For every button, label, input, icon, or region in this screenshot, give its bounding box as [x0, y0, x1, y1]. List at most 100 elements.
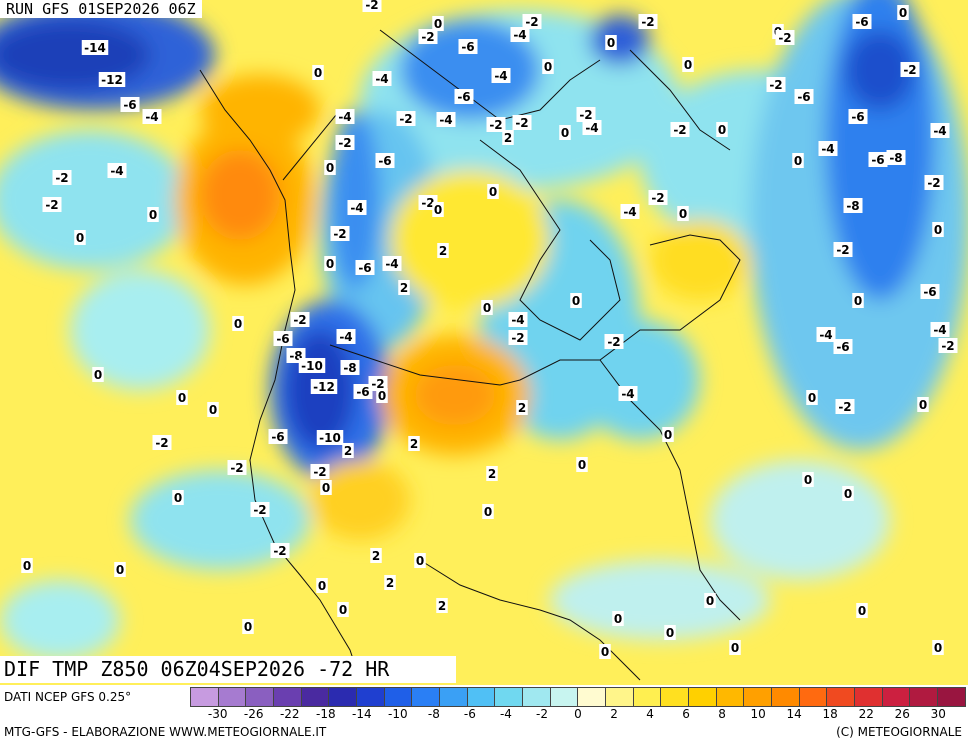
scale-swatch — [881, 687, 910, 707]
svg-text:0: 0 — [116, 563, 124, 577]
contour-label: -4 — [618, 386, 638, 401]
scale-swatch — [273, 687, 301, 707]
svg-text:0: 0 — [578, 458, 586, 472]
scale-swatch — [826, 687, 855, 707]
contour-label: -4 — [107, 163, 127, 178]
svg-text:-4: -4 — [339, 330, 352, 344]
contour-label: 0 — [312, 65, 324, 80]
svg-text:0: 0 — [684, 58, 692, 72]
contour-label: -6 — [353, 384, 373, 399]
svg-text:-2: -2 — [903, 63, 916, 77]
svg-text:-4: -4 — [494, 69, 507, 83]
svg-text:0: 0 — [483, 301, 491, 315]
scale-tick-label: -8 — [427, 707, 440, 721]
contour-label: -10 — [316, 430, 344, 445]
contour-label: -2 — [604, 334, 624, 349]
contour-label: 2 — [502, 130, 514, 145]
scale-swatch — [411, 687, 440, 707]
contour-label: 0 — [599, 644, 611, 659]
contour-label: 0 — [316, 578, 328, 593]
contour-label: -4 — [336, 329, 356, 344]
contour-label: -2 — [766, 77, 786, 92]
svg-text:-2: -2 — [511, 331, 524, 345]
contour-label: 0 — [704, 593, 716, 608]
svg-text:-4: -4 — [350, 201, 363, 215]
contour-label: 2 — [408, 436, 420, 451]
scale-swatch — [466, 687, 495, 707]
svg-text:-4: -4 — [585, 121, 598, 135]
svg-text:-2: -2 — [313, 465, 326, 479]
contour-label: -4 — [508, 312, 528, 327]
contour-label: -2 — [52, 170, 72, 185]
svg-text:0: 0 — [322, 481, 330, 495]
scale-tick-label: -26 — [243, 707, 264, 721]
contour-label: -2 — [900, 62, 920, 77]
contour-label: -2 — [330, 226, 350, 241]
contour-label: -2 — [835, 399, 855, 414]
svg-text:-2: -2 — [55, 171, 68, 185]
svg-text:0: 0 — [808, 391, 816, 405]
contour-label: 2 — [370, 548, 382, 563]
svg-text:-2: -2 — [293, 313, 306, 327]
contour-label: 2 — [486, 466, 498, 481]
svg-text:0: 0 — [804, 473, 812, 487]
contour-label: 0 — [92, 367, 104, 382]
svg-text:-4: -4 — [621, 387, 634, 401]
svg-text:-4: -4 — [439, 113, 452, 127]
svg-text:-2: -2 — [579, 108, 592, 122]
svg-text:0: 0 — [434, 203, 442, 217]
contour-label: -12 — [98, 72, 126, 87]
svg-text:0: 0 — [434, 17, 442, 31]
svg-text:-4: -4 — [338, 110, 351, 124]
svg-text:2: 2 — [504, 131, 512, 145]
svg-text:0: 0 — [489, 185, 497, 199]
svg-text:0: 0 — [416, 554, 424, 568]
contour-label: -6 — [833, 339, 853, 354]
svg-text:2: 2 — [372, 549, 380, 563]
svg-text:0: 0 — [572, 294, 580, 308]
svg-text:-2: -2 — [838, 400, 851, 414]
contour-label: -6 — [355, 260, 375, 275]
contour-label: -4 — [510, 27, 530, 42]
svg-text:-2: -2 — [230, 461, 243, 475]
contour-label: 2 — [436, 598, 448, 613]
contour-label: -2 — [938, 338, 958, 353]
contour-label: 0 — [856, 603, 868, 618]
svg-text:0: 0 — [601, 645, 609, 659]
color-scale-ticks: -30 -26 -22 -18 -14 -10 -8 -6 -4 -2 0 2 4 6 8 10 14 18 22 2… — [190, 707, 966, 723]
contour-label: -4 — [436, 112, 456, 127]
scale-swatch — [328, 687, 357, 707]
contour-label: -2 — [638, 14, 658, 29]
svg-text:0: 0 — [664, 428, 672, 442]
svg-text:0: 0 — [854, 294, 862, 308]
contour-label: 0 — [432, 16, 444, 31]
contour-label: -2 — [152, 435, 172, 450]
contour-label: 0 — [932, 640, 944, 655]
contour-label: 0 — [662, 427, 674, 442]
scale-tick-label: -14 — [352, 707, 372, 721]
svg-text:0: 0 — [679, 207, 687, 221]
contour-label: -6 — [868, 152, 888, 167]
svg-text:-6: -6 — [123, 98, 136, 112]
svg-text:0: 0 — [844, 487, 852, 501]
contour-label: -2 — [576, 107, 596, 122]
contour-label: -6 — [120, 97, 140, 112]
svg-text:-6: -6 — [356, 385, 369, 399]
scale-tick-label: 0 — [574, 707, 582, 721]
contour-label: 0 — [917, 397, 929, 412]
svg-text:0: 0 — [94, 368, 102, 382]
svg-text:-6: -6 — [923, 285, 936, 299]
svg-text:0: 0 — [858, 604, 866, 618]
svg-text:0: 0 — [76, 231, 84, 245]
svg-text:0: 0 — [314, 66, 322, 80]
svg-text:-6: -6 — [851, 110, 864, 124]
contour-label: -8 — [886, 150, 906, 165]
svg-text:-2: -2 — [769, 78, 782, 92]
svg-text:2: 2 — [518, 401, 526, 415]
svg-text:-2: -2 — [525, 15, 538, 29]
svg-text:2: 2 — [344, 444, 352, 458]
scale-tick-label: 22 — [858, 707, 874, 721]
contour-label: -2 — [508, 330, 528, 345]
scale-swatch — [854, 687, 882, 707]
scale-tick-label: -4 — [499, 707, 512, 721]
